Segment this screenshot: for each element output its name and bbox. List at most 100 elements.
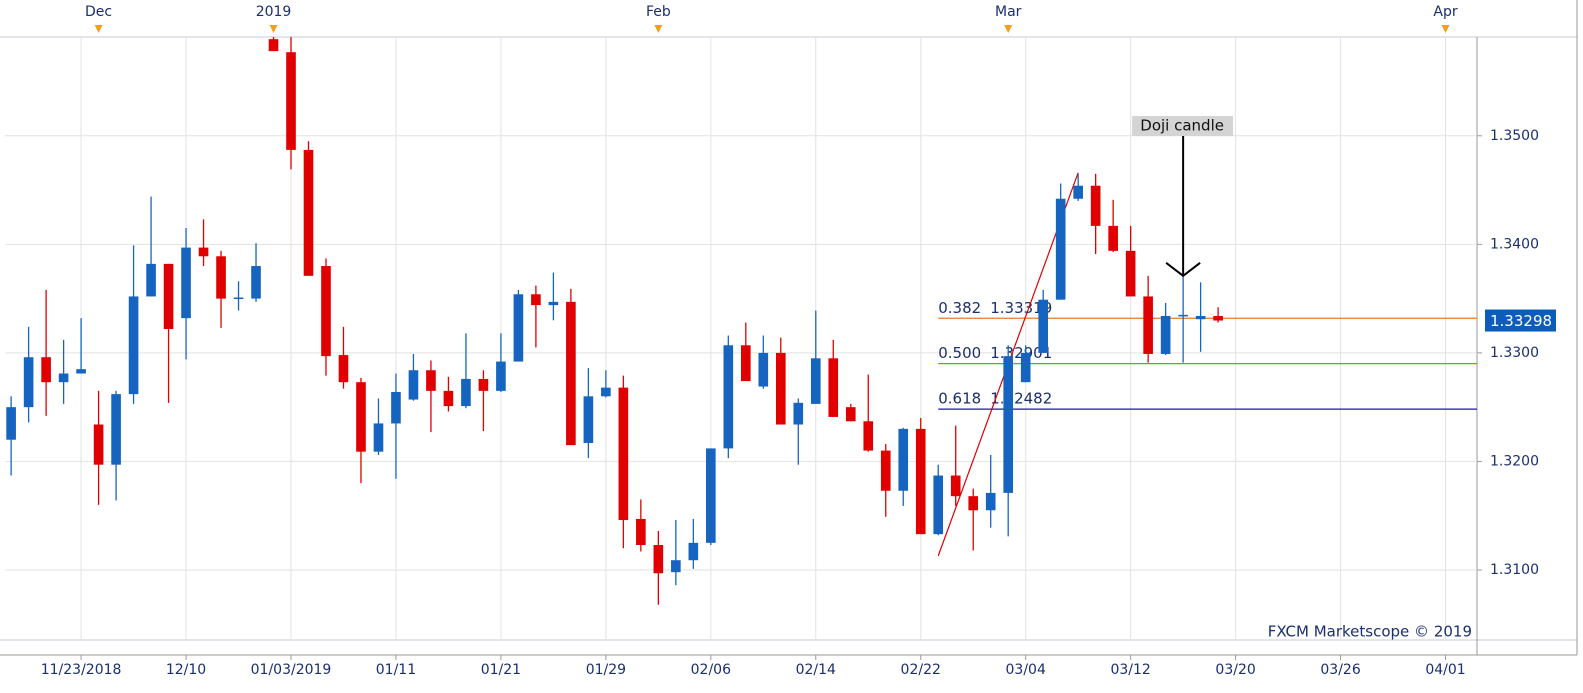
candle-body [1055, 198, 1066, 300]
candle-body [1178, 314, 1188, 317]
candle-body [1213, 315, 1223, 321]
candle-body [775, 352, 786, 425]
candle-body [58, 373, 69, 383]
x-tick-label: 04/01 [1425, 662, 1465, 678]
annotation-text: Doji candle [1140, 117, 1224, 135]
price-label: 1.33298 [1490, 312, 1552, 330]
candle-body [163, 263, 174, 330]
fib-price: 1.33319 [990, 299, 1052, 317]
candle-body [828, 358, 839, 417]
candle-body [863, 421, 874, 451]
candle-body [548, 301, 559, 306]
month-label: 2019 [256, 4, 292, 20]
candle-body [41, 357, 51, 383]
month-label: Dec [85, 4, 112, 20]
month-marker [1004, 25, 1013, 33]
candle-body [338, 355, 349, 383]
x-tick-label: 02/06 [691, 662, 731, 678]
y-tick-label: 1.3400 [1490, 236, 1539, 252]
y-tick-label: 1.3300 [1490, 345, 1539, 361]
candle-body [76, 369, 86, 374]
candle-body [880, 450, 891, 491]
candle-body [216, 256, 226, 299]
candle-body [6, 407, 16, 440]
x-tick-label: 11/23/2018 [41, 662, 122, 678]
candle-body [933, 475, 944, 535]
x-tick-label: 01/21 [481, 662, 521, 678]
candle-body [356, 382, 366, 452]
annotation-arrowhead [1165, 262, 1201, 278]
axis-band-top [0, 0, 1583, 37]
candle-body [461, 378, 471, 407]
y-tick-label: 1.3100 [1490, 562, 1539, 578]
candle-body [496, 361, 506, 391]
x-tick-label: 12/10 [166, 662, 206, 678]
candle-body [251, 266, 261, 299]
candle-body [898, 428, 909, 491]
candle-body [93, 424, 104, 465]
candle-body [426, 370, 436, 391]
month-label: Feb [646, 4, 671, 20]
candle-body [723, 345, 734, 449]
candle-body [303, 149, 314, 276]
candle-body [1020, 352, 1031, 383]
candle-body [1090, 185, 1101, 226]
x-tick-label: 02/22 [901, 662, 941, 678]
candle-body [1003, 356, 1014, 493]
candle-body [181, 247, 191, 319]
candle-body [758, 352, 769, 387]
candle-body [810, 358, 821, 404]
candle-body [128, 296, 139, 395]
candle-body [706, 448, 716, 543]
candle-body [513, 294, 524, 362]
month-label: Apr [1433, 4, 1457, 20]
candle-body [985, 492, 996, 511]
candle-body [583, 396, 594, 443]
candle-body [233, 297, 244, 300]
y-tick-label: 1.3500 [1490, 128, 1539, 144]
month-marker [94, 25, 103, 33]
annotation-box [1132, 116, 1234, 136]
candle-body [1160, 315, 1171, 354]
candle-body [1038, 299, 1048, 353]
candle-body [601, 387, 611, 397]
candle-body [741, 345, 751, 382]
candle-body [111, 394, 121, 465]
candle-body [671, 560, 681, 573]
x-tick-label: 03/04 [1006, 662, 1046, 678]
candle-body [531, 294, 541, 306]
candle-body [373, 423, 384, 452]
candle-body [915, 428, 926, 535]
x-tick-label: 01/29 [586, 662, 626, 678]
month-marker [654, 25, 663, 33]
x-tick-label: 01/11 [376, 662, 416, 678]
fib-ratio: 0.382 [938, 299, 981, 317]
fib-price: 1.32482 [990, 390, 1052, 408]
month-marker [1441, 25, 1450, 33]
candle-body [1073, 185, 1083, 199]
month-marker [269, 25, 278, 33]
y-tick-label: 1.3200 [1490, 453, 1539, 469]
candle-body [408, 370, 419, 400]
candle-body [146, 263, 156, 297]
candle-body [793, 402, 804, 425]
candle-body [1143, 296, 1153, 354]
x-tick-label: 03/12 [1110, 662, 1150, 678]
candle-body [636, 518, 646, 546]
candle-body [23, 357, 34, 408]
candle-body [1195, 315, 1206, 320]
fib-ratio: 0.500 [938, 344, 981, 362]
candle-body [968, 496, 979, 511]
candle-body [845, 407, 856, 422]
x-tick-label: 03/20 [1215, 662, 1255, 678]
x-tick-label: 03/26 [1320, 662, 1360, 678]
candle-body [391, 391, 401, 424]
candle-body [1125, 250, 1136, 297]
candle-body [653, 545, 664, 574]
candle-body [688, 542, 699, 561]
candle-body [286, 52, 296, 150]
candle-body [618, 387, 629, 521]
candle-body [268, 39, 279, 52]
